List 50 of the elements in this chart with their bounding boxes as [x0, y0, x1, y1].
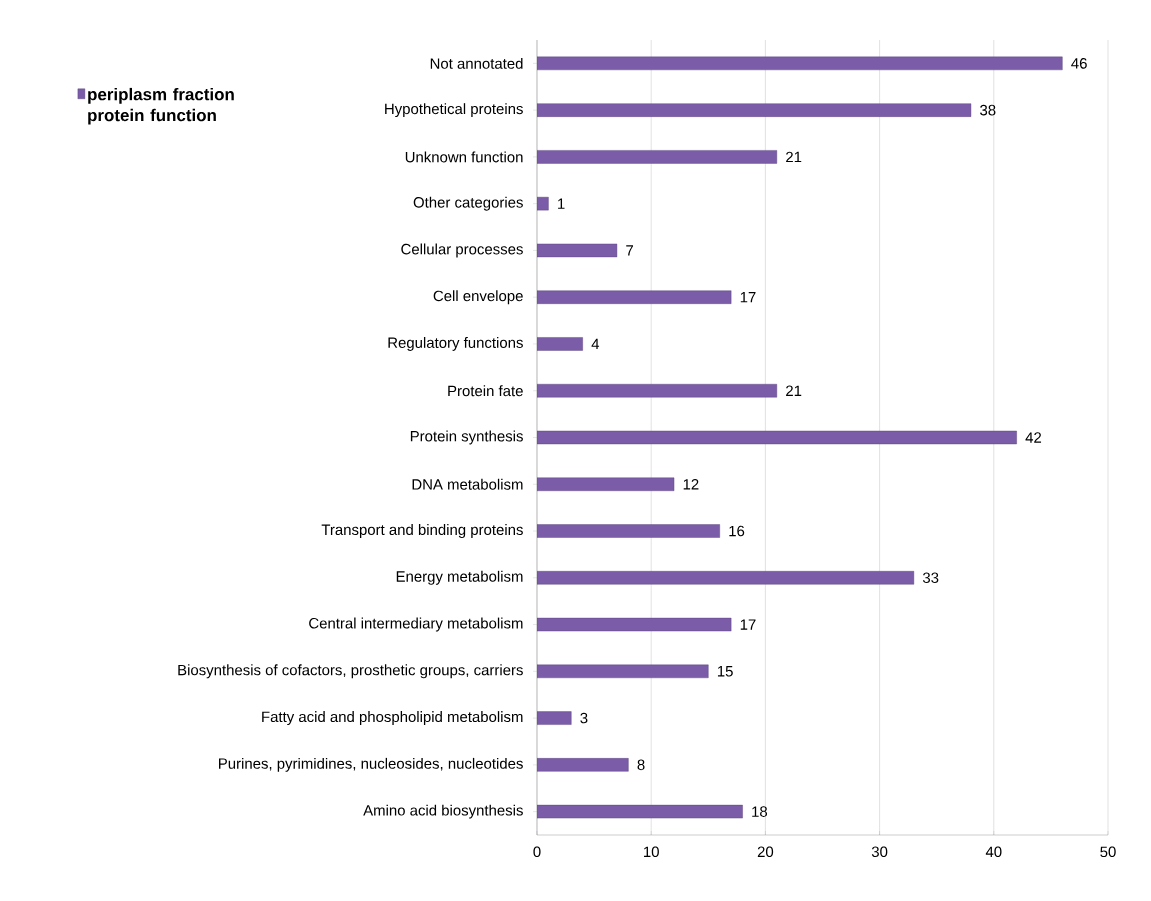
y-tick-label: Other categories: [413, 196, 523, 211]
data-label: 15: [717, 666, 733, 677]
data-label: 8: [637, 759, 645, 771]
y-tick-label: Fatty acid and phospholipid metabolism: [262, 711, 523, 726]
bar: [537, 664, 709, 679]
x-tick-label: 0: [533, 846, 541, 858]
y-tick-label: Protein synthesis: [410, 430, 523, 445]
y-tick-label: Cellular processes: [401, 243, 523, 258]
legend-label: periplasm fraction protein function: [88, 87, 234, 125]
x-tick-label: 20: [757, 846, 774, 858]
data-label: 21: [786, 385, 802, 396]
data-label: 33: [922, 572, 939, 584]
data-label: 12: [683, 479, 699, 490]
y-tick-label: Central intermediary metabolism: [309, 617, 523, 632]
data-label: 1: [558, 198, 565, 209]
data-label: 38: [980, 104, 996, 116]
x-tick-label: 30: [871, 846, 888, 858]
data-label: 21: [786, 151, 802, 163]
bar: [537, 384, 778, 398]
y-tick-label: Unknown function: [405, 151, 523, 163]
bar: [537, 524, 720, 538]
bar: [537, 103, 972, 117]
y-tick-label: Transport and binding proteins: [321, 524, 523, 538]
bar: [537, 477, 675, 491]
y-tick-label: Hypothetical proteins: [385, 103, 523, 118]
y-tick-label: Purines, pyrimidines, nucleosides, nucleotides: [219, 757, 523, 772]
y-tick-label: Amino acid biosynthesis: [363, 804, 523, 819]
y-tick-label: Not annotated: [430, 57, 523, 69]
y-tick-label: Protein fate: [448, 385, 523, 397]
data-label: 4: [591, 338, 600, 350]
data-label: 7: [626, 245, 634, 256]
x-tick-label: 40: [985, 846, 1002, 858]
bar: [537, 290, 732, 304]
y-tick-label: Energy metabolism: [396, 570, 523, 585]
data-label: 42: [1025, 432, 1042, 443]
x-tick-label: 50: [1100, 846, 1116, 858]
x-tick-label: 10: [644, 846, 659, 858]
data-label: 17: [740, 619, 756, 630]
data-label: 46: [1071, 58, 1087, 69]
bar: [537, 150, 778, 164]
y-tick-label: Regulatory functions: [388, 337, 523, 351]
y-tick-label: DNA metabolism: [412, 478, 523, 490]
data-label: 18: [752, 806, 768, 817]
data-label: 3: [580, 712, 588, 724]
bar: [537, 758, 629, 772]
data-label: 16: [729, 525, 745, 537]
bar: [537, 571, 915, 585]
y-tick-label: Biosynthesis of cofactors, prosthetic groups, carriers: [178, 664, 523, 679]
data-label: 17: [740, 292, 756, 303]
y-tick-label: Cell envelope: [433, 290, 523, 305]
